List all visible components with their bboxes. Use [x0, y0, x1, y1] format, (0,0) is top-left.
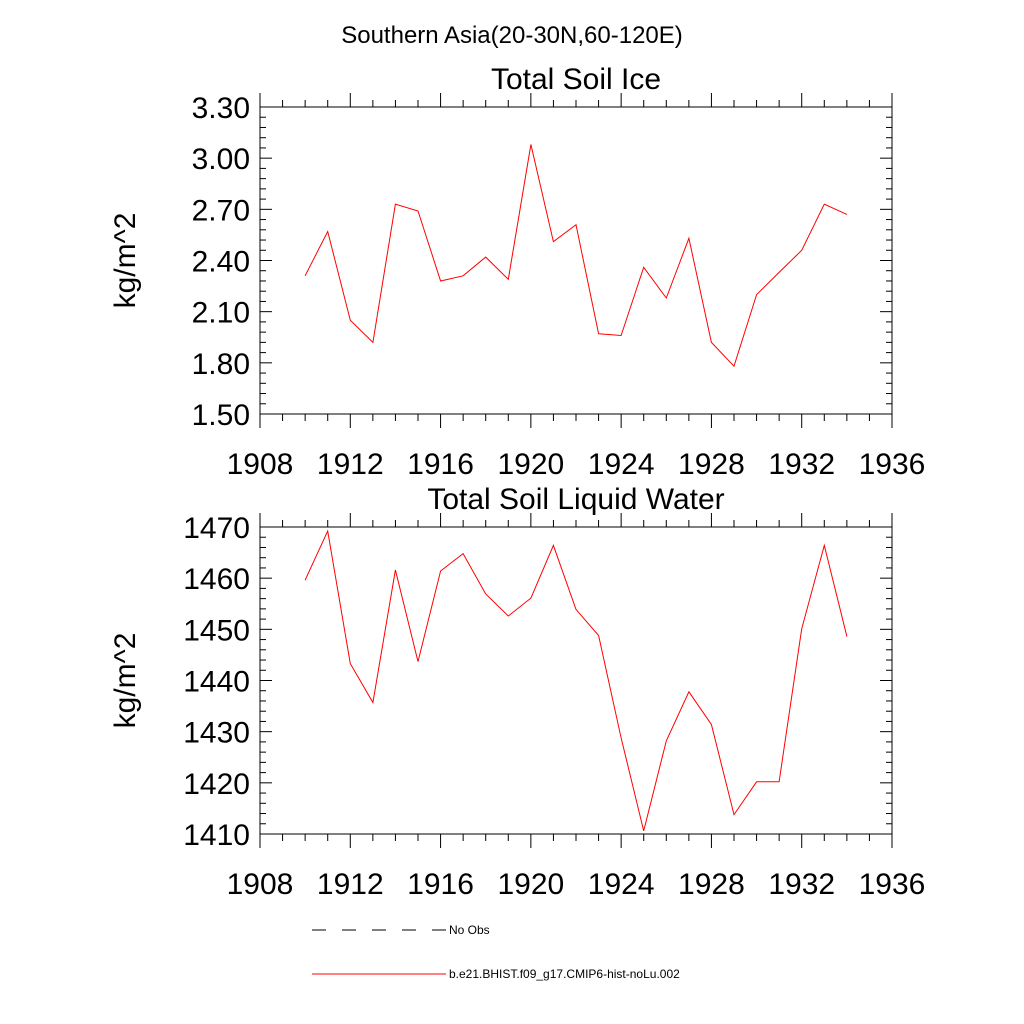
y-tick-label: 1440 [183, 666, 250, 699]
y-tick-label: 2.10 [192, 297, 250, 330]
x-tick-label: 1912 [317, 448, 384, 481]
series-line [304, 529, 848, 832]
y-tick-label: 1410 [183, 819, 250, 852]
x-tick-label: 1928 [678, 448, 745, 481]
legend: No Obs b.e21.BHIST.f09_g17.CMIP6-hist-no… [312, 923, 680, 981]
legend-model-label: b.e21.BHIST.f09_g17.CMIP6-hist-noLu.002 [449, 967, 680, 981]
chart-title: Total Soil Liquid Water [427, 483, 724, 516]
plot-frame [259, 526, 893, 835]
y-tick-label: 3.30 [192, 92, 250, 125]
x-tick-label: 1932 [768, 448, 835, 481]
y-tick-label: 1.80 [192, 348, 250, 381]
y-axis-label: kg/m^2 [109, 213, 142, 309]
series-line [304, 144, 848, 368]
chart-total-soil-ice: Total Soil Ice 1908 1912 1916 1920 1924 1928 19… [109, 63, 925, 481]
y-tick-label: 1460 [183, 563, 250, 596]
figure-suptitle: Southern Asia(20-30N,60-120E) [341, 22, 683, 49]
chart-total-soil-liquid-water: Total Soil Liquid Water 1908 1912 1916 1920 1… [109, 483, 925, 901]
x-tick-label: 1936 [859, 868, 926, 901]
x-tick-label: 1936 [859, 448, 926, 481]
chart-title: Total Soil Ice [491, 63, 661, 96]
x-tick-label: 1920 [497, 448, 564, 481]
x-tick-label: 1932 [768, 868, 835, 901]
y-tick-label: 3.00 [192, 143, 250, 176]
x-tick-label: 1908 [227, 448, 294, 481]
x-tick-label: 1916 [407, 448, 474, 481]
x-tick-label: 1928 [678, 868, 745, 901]
plot-frame [259, 106, 893, 415]
y-tick-label: 1450 [183, 614, 250, 647]
x-tick-label: 1920 [497, 868, 564, 901]
x-tick-label: 1912 [317, 868, 384, 901]
y-tick-label: 1470 [183, 512, 250, 545]
x-tick-label: 1924 [588, 868, 655, 901]
x-tick-label: 1924 [588, 448, 655, 481]
legend-no-obs-label: No Obs [449, 923, 490, 937]
x-tick-label: 1916 [407, 868, 474, 901]
y-tick-label: 1430 [183, 717, 250, 750]
y-tick-label: 1420 [183, 768, 250, 801]
y-tick-label: 2.40 [192, 246, 250, 279]
y-tick-label: 2.70 [192, 194, 250, 227]
x-tick-label: 1908 [227, 868, 294, 901]
y-axis-label: kg/m^2 [109, 633, 142, 729]
y-tick-label: 1.50 [192, 399, 250, 432]
